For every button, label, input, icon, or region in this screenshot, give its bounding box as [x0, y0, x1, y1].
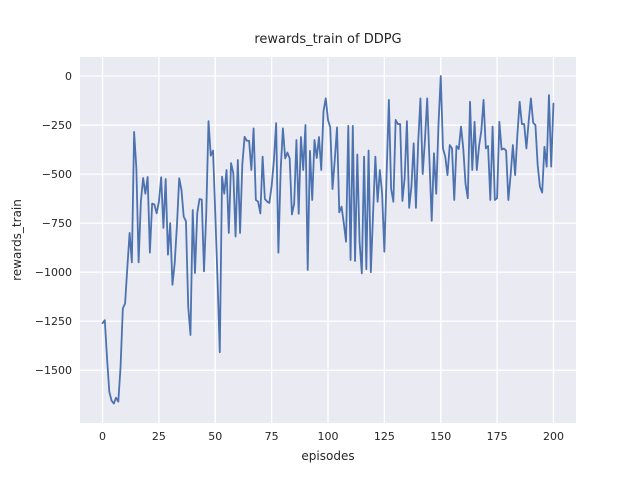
x-tick-label: 125	[373, 430, 395, 443]
x-tick-label: 175	[486, 430, 508, 443]
y-tick-label: −750	[41, 216, 72, 230]
y-tick-label: −1250	[34, 314, 72, 328]
x-tick-label: 150	[430, 430, 452, 443]
y-tick-label: −1000	[34, 265, 72, 279]
x-axis-label: episodes	[301, 449, 355, 463]
x-tick-label: 200	[542, 430, 564, 443]
y-tick-label: −250	[41, 118, 72, 132]
y-tick-label: −500	[41, 167, 72, 181]
line-chart-svg	[80, 57, 576, 423]
y-tick-label: 0	[65, 69, 72, 83]
plot-area	[80, 57, 576, 423]
series-line	[101, 75, 555, 405]
x-tick-label: 100	[317, 430, 339, 443]
x-tick-label: 50	[208, 430, 223, 443]
y-axis-label: rewards_train	[10, 199, 24, 281]
y-tick-label: −1500	[34, 363, 72, 377]
x-tick-label: 25	[151, 430, 166, 443]
chart-title: rewards_train of DDPG	[254, 32, 402, 47]
x-tick-label: 0	[99, 430, 107, 443]
x-tick-label: 75	[264, 430, 279, 443]
